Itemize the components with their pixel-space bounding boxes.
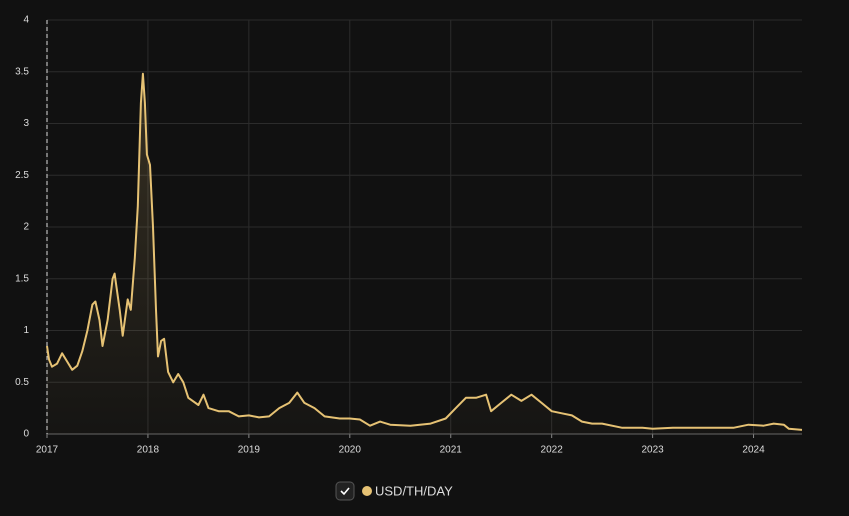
x-tick-label: 2017 (36, 445, 59, 456)
y-tick-label: 2 (23, 222, 29, 233)
legend: USD/TH/DAY (335, 481, 453, 501)
y-tick-label: 3.5 (15, 66, 29, 77)
check-icon (340, 487, 350, 496)
y-tick-label: 1 (23, 325, 29, 336)
y-tick-label: 2.5 (15, 170, 29, 181)
y-tick-label: 3 (23, 118, 29, 129)
x-tick-label: 2019 (238, 445, 261, 456)
legend-label[interactable]: USD/TH/DAY (375, 483, 453, 498)
y-tick-label: 1.5 (15, 273, 29, 284)
x-tick-label: 2024 (742, 445, 765, 456)
data-line (46, 72, 803, 431)
legend-checkbox[interactable] (335, 481, 355, 501)
y-tick-label: 0.5 (15, 377, 29, 388)
x-tick-label: 2022 (541, 445, 564, 456)
y-tick-label: 4 (23, 15, 29, 26)
legend-swatch (362, 486, 372, 496)
y-tick-label: 0 (23, 429, 29, 440)
x-tick-label: 2018 (137, 445, 160, 456)
x-tick-label: 2023 (641, 445, 664, 456)
x-tick-label: 2020 (339, 445, 362, 456)
area-fill (47, 73, 802, 435)
x-tick-label: 2021 (440, 445, 463, 456)
